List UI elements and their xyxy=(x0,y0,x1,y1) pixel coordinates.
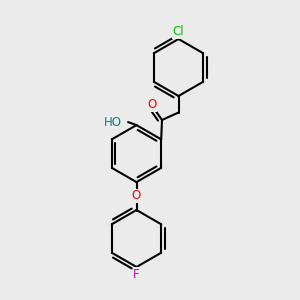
Text: Cl: Cl xyxy=(173,25,184,38)
Text: O: O xyxy=(148,98,157,112)
Text: O: O xyxy=(132,189,141,202)
Text: HO: HO xyxy=(103,116,122,129)
Text: F: F xyxy=(133,268,140,281)
